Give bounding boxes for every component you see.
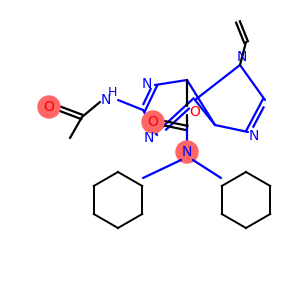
Text: N: N [249, 129, 259, 143]
Text: H: H [107, 85, 117, 98]
Text: O: O [190, 105, 200, 119]
Text: N: N [142, 77, 152, 91]
Text: N: N [144, 131, 154, 145]
Circle shape [142, 111, 164, 133]
Text: O: O [148, 115, 158, 129]
Text: N: N [182, 145, 192, 159]
Circle shape [38, 96, 60, 118]
Text: N: N [101, 93, 111, 107]
Circle shape [176, 141, 198, 163]
Text: O: O [44, 100, 54, 114]
Text: N: N [237, 50, 247, 64]
